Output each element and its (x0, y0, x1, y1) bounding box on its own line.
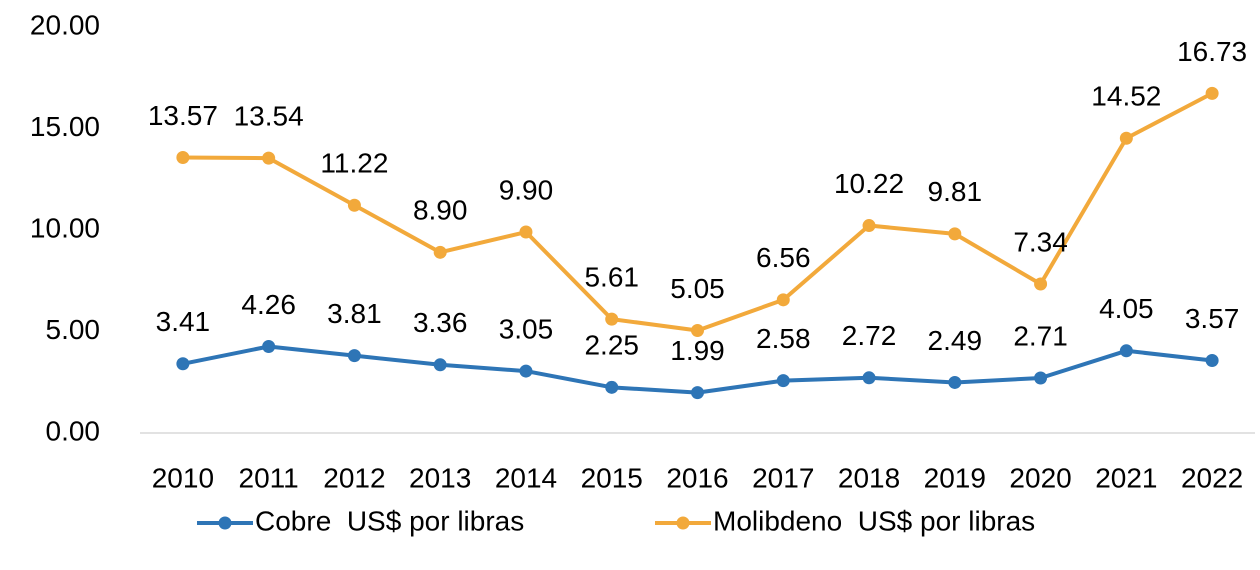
data-point (1119, 344, 1133, 358)
data-point (948, 227, 962, 241)
data-point (862, 219, 876, 233)
y-tick-label: 5.00 (46, 314, 101, 345)
data-point (347, 198, 361, 212)
data-point (176, 151, 190, 165)
data-label: 2.49 (928, 325, 983, 356)
data-label: 9.81 (928, 176, 983, 207)
data-point (1034, 371, 1048, 385)
data-point (776, 293, 790, 307)
data-point (519, 364, 533, 378)
data-point (605, 312, 619, 326)
x-tick-label: 2021 (1095, 462, 1157, 493)
data-point (691, 386, 704, 400)
data-label: 11.22 (320, 148, 388, 179)
legend-marker (676, 516, 690, 530)
x-tick-label: 2016 (666, 462, 728, 493)
x-tick-label: 2011 (239, 462, 299, 493)
y-tick-label: 10.00 (30, 212, 100, 243)
data-label: 3.81 (327, 298, 382, 329)
x-tick-label: 2022 (1181, 462, 1243, 493)
data-label: 3.05 (499, 313, 554, 344)
x-tick-label: 2010 (152, 462, 214, 493)
data-point (1119, 131, 1133, 145)
data-label: 8.90 (413, 195, 468, 226)
data-point (433, 358, 447, 372)
x-tick-label: 2019 (924, 462, 986, 493)
data-point (691, 323, 704, 337)
data-label: 6.56 (756, 242, 811, 273)
y-tick-label: 20.00 (30, 9, 100, 40)
data-point (605, 380, 619, 394)
y-tick-label: 15.00 (30, 111, 100, 142)
data-label: 2.25 (584, 330, 639, 361)
data-label: 14.52 (1091, 81, 1161, 112)
x-tick-label: 2012 (323, 462, 385, 493)
data-label: 5.61 (584, 262, 639, 293)
x-tick-label: 2018 (838, 462, 900, 493)
data-point (1034, 277, 1048, 291)
x-tick-label: 2014 (495, 462, 557, 493)
data-label: 1.99 (670, 335, 725, 366)
data-point (948, 375, 962, 389)
x-tick-label: 2013 (409, 462, 471, 493)
data-label: 3.36 (413, 307, 468, 338)
data-point (862, 371, 876, 385)
data-label: 16.73 (1177, 36, 1247, 67)
data-point (176, 357, 190, 371)
data-point (347, 349, 361, 363)
data-label: 3.57 (1185, 303, 1240, 334)
legend-label: Cobre US$ por libras (255, 505, 524, 536)
data-label: 5.05 (670, 273, 725, 304)
data-point (1205, 354, 1219, 368)
data-label: 4.05 (1099, 293, 1154, 324)
legend-label: Molibdeno US$ por libras (713, 505, 1035, 536)
data-label: 7.34 (1013, 226, 1068, 257)
data-label: 13.57 (148, 100, 218, 131)
data-label: 13.54 (234, 101, 304, 132)
data-point (1205, 86, 1219, 100)
data-label: 9.90 (499, 174, 554, 205)
data-point (262, 340, 276, 354)
x-tick-label: 2017 (752, 462, 814, 493)
data-point (262, 151, 276, 165)
data-label: 3.41 (156, 306, 211, 337)
y-tick-label: 0.00 (46, 415, 101, 446)
data-point (519, 225, 533, 239)
x-tick-label: 2015 (581, 462, 643, 493)
data-label: 2.58 (756, 323, 811, 354)
data-point (776, 374, 790, 388)
data-point (433, 245, 447, 259)
data-label: 2.72 (842, 320, 897, 351)
x-tick-label: 2020 (1009, 462, 1071, 493)
data-label: 10.22 (834, 168, 904, 199)
legend-marker (218, 516, 232, 530)
data-label: 2.71 (1013, 320, 1068, 351)
data-label: 4.26 (241, 289, 296, 320)
